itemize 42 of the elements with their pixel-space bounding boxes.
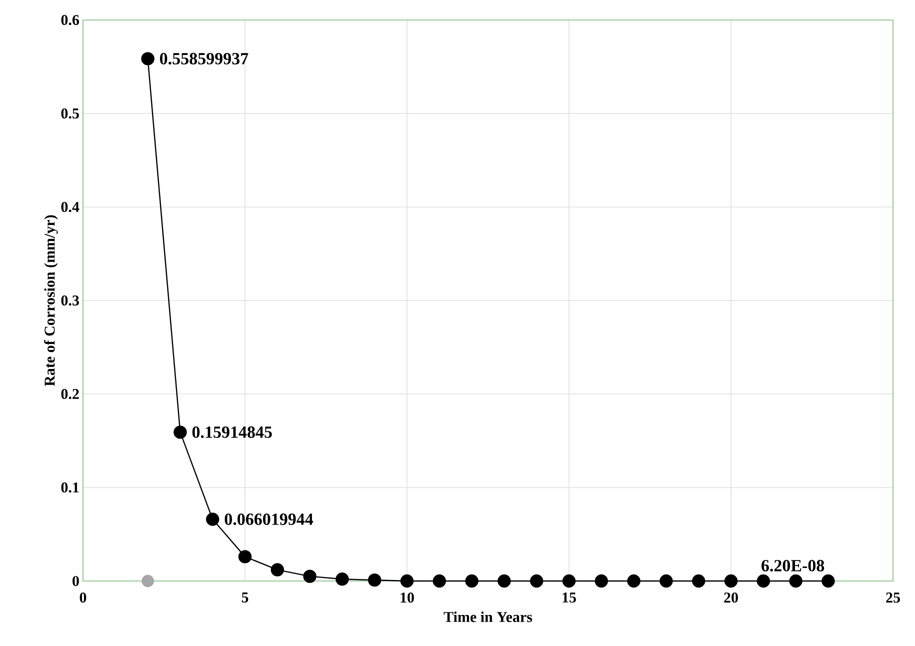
point xyxy=(692,574,706,588)
point xyxy=(594,574,608,588)
y-tick-label: 0.5 xyxy=(61,108,79,119)
y-tick-label: 0.1 xyxy=(61,482,79,493)
y-tick-label: 0.3 xyxy=(61,295,79,306)
x-tick-label: 25 xyxy=(886,592,900,603)
point xyxy=(660,574,673,588)
x-tick-label: 20 xyxy=(724,592,738,603)
x-tick-label: 0 xyxy=(80,592,86,603)
point xyxy=(530,574,544,588)
point xyxy=(465,574,478,588)
point xyxy=(756,574,770,588)
data-label: 0.558599937 xyxy=(160,52,248,64)
y-axis-title: Rate of Corrosion (mm/yr) xyxy=(44,215,58,386)
y-tick-label: 0.4 xyxy=(61,202,80,212)
y-tick-label: 0.2 xyxy=(61,388,79,400)
point xyxy=(822,574,835,588)
point xyxy=(174,426,187,439)
x-tick-label: 15 xyxy=(562,592,576,603)
y-tick-label: 0 xyxy=(72,576,79,586)
x-axis-title: Time in Years xyxy=(444,612,532,622)
point xyxy=(238,550,252,564)
point xyxy=(303,570,316,583)
data-label: 0.066019944 xyxy=(224,513,314,526)
point xyxy=(270,563,284,576)
point xyxy=(336,572,349,586)
point xyxy=(206,512,220,526)
y-tick-label: 0.6 xyxy=(61,14,80,26)
data-label: 0.15914845 xyxy=(192,426,272,438)
point xyxy=(627,574,640,588)
x-tick-label: 5 xyxy=(242,592,248,602)
point xyxy=(368,573,382,587)
point xyxy=(789,574,802,588)
point xyxy=(562,574,576,588)
data-label: 6.20E-08 xyxy=(762,560,824,572)
point xyxy=(400,574,414,588)
point xyxy=(142,574,154,588)
point xyxy=(724,574,738,588)
x-tick-label: 10 xyxy=(400,592,414,603)
point xyxy=(498,574,511,588)
point xyxy=(432,574,446,588)
point xyxy=(141,52,154,66)
